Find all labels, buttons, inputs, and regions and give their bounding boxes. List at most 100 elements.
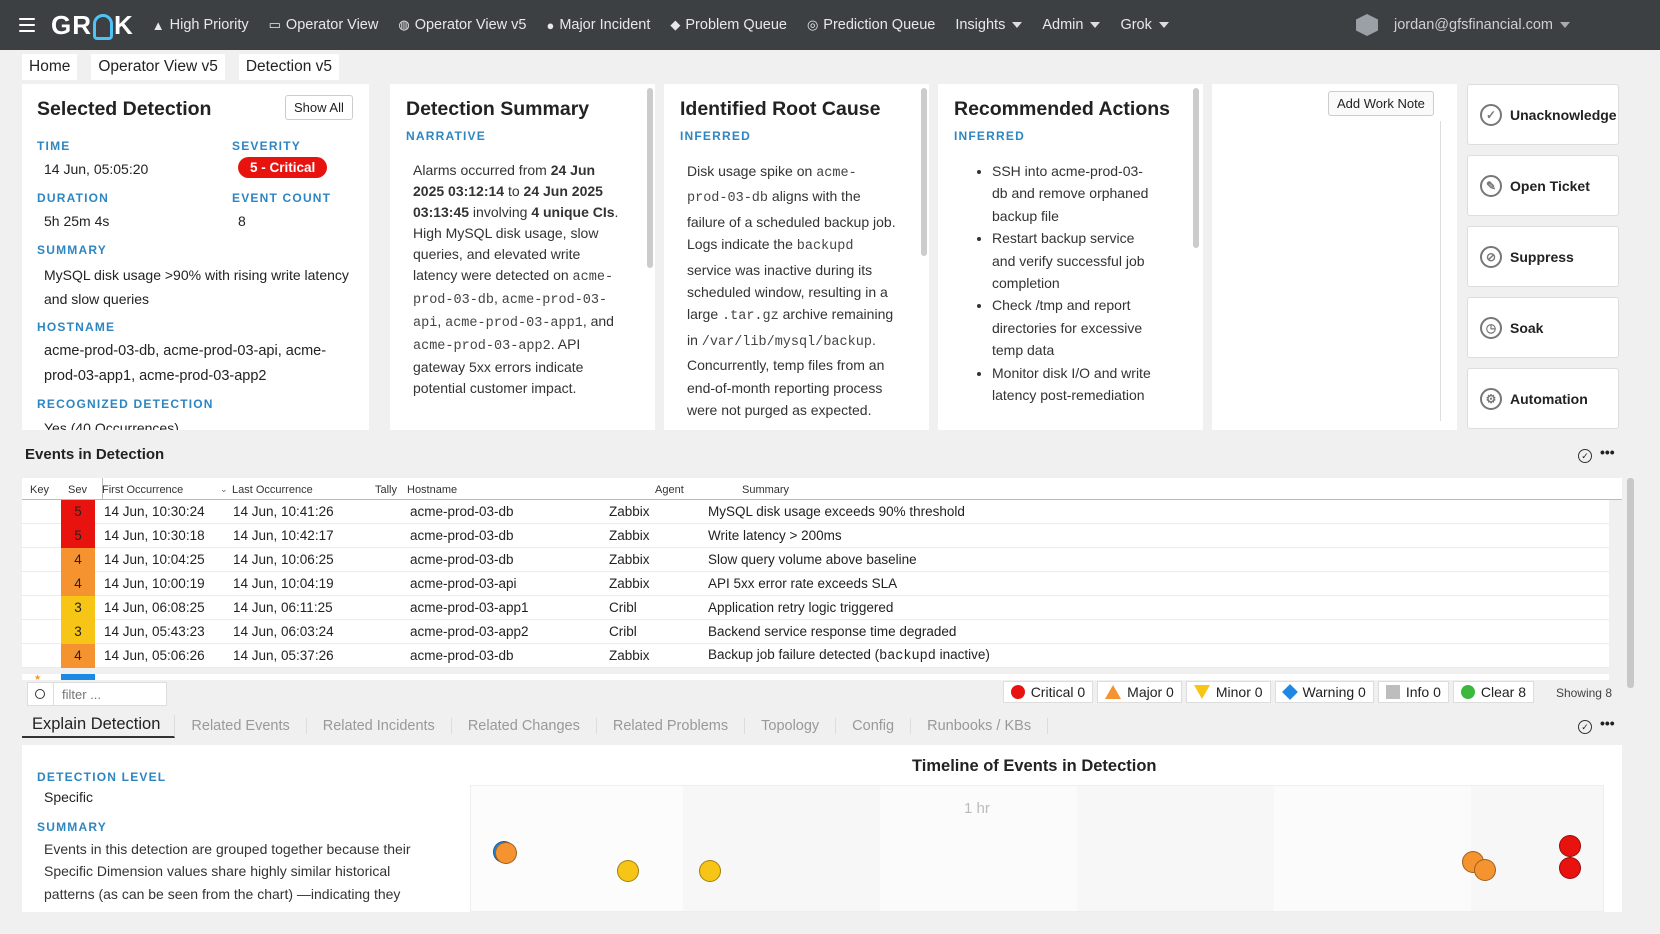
cell-last: 14 Jun, 06:03:24 bbox=[233, 624, 334, 639]
severity-value: 4 bbox=[74, 576, 82, 591]
col-tally[interactable]: Tally bbox=[375, 484, 398, 496]
open-ticket-button[interactable]: ✎ Open Ticket bbox=[1467, 155, 1619, 216]
detection-summary-title: Detection Summary bbox=[406, 98, 590, 120]
tab-related-problems[interactable]: Related Problems bbox=[597, 718, 746, 734]
hostname-value: acme-prod-03-db, acme-prod-03-api, acme-… bbox=[44, 343, 327, 384]
severity-value: 3 bbox=[74, 600, 82, 615]
nav-dropdown-grok[interactable]: Grok bbox=[1120, 17, 1169, 33]
unacknowledge-button[interactable]: ✓ Unacknowledge bbox=[1467, 84, 1619, 145]
filter-chip-major[interactable]: Major 0 bbox=[1097, 681, 1182, 703]
col-hostname[interactable]: Hostname bbox=[407, 484, 458, 496]
col-sev[interactable]: Sev bbox=[68, 484, 87, 496]
col-summary[interactable]: Summary bbox=[742, 484, 790, 496]
filter-chip-critical[interactable]: Critical 0 bbox=[1002, 681, 1094, 703]
cell-summary: MySQL disk usage exceeds 90% threshold bbox=[708, 504, 965, 519]
nav-item-high-priority[interactable]: ▲ High Priority bbox=[152, 17, 249, 33]
tab-topology[interactable]: Topology bbox=[745, 718, 837, 734]
scrollbar[interactable] bbox=[921, 88, 927, 256]
cell-summary: Write latency > 200ms bbox=[708, 528, 842, 543]
cell-agent: Zabbix bbox=[609, 504, 650, 519]
tab-related-incidents[interactable]: Related Incidents bbox=[307, 718, 452, 734]
nav-item-major-incident[interactable]: ● Major Incident bbox=[546, 17, 650, 33]
table-row[interactable]: 3 14 Jun, 05:43:23 14 Jun, 06:03:24 acme-pr… bbox=[22, 619, 1609, 644]
more-icon[interactable]: ••• bbox=[1600, 444, 1615, 460]
table-row[interactable]: 3 14 Jun, 06:08:25 14 Jun, 06:11:25 acme-pr… bbox=[22, 595, 1609, 620]
filter-chip-clear[interactable]: Clear 8 bbox=[1452, 681, 1534, 703]
top-navbar: GR K ▲ High Priority ▭ Operator View ◍ Operato… bbox=[0, 0, 1660, 50]
check-circle-icon[interactable]: ✓ bbox=[1578, 720, 1592, 734]
severity-cell: 3 bbox=[61, 619, 95, 644]
diamond-icon bbox=[1281, 684, 1298, 700]
table-row[interactable]: 5 14 Jun, 10:30:18 14 Jun, 10:42:17 acme-pr… bbox=[22, 523, 1609, 548]
action-button-label: Suppress bbox=[1510, 248, 1574, 265]
cell-first: 14 Jun, 10:04:25 bbox=[104, 552, 205, 567]
page-tab-home[interactable]: Home bbox=[22, 54, 78, 80]
table-row[interactable]: 4 14 Jun, 10:04:25 14 Jun, 10:06:25 acme-pr… bbox=[22, 547, 1609, 572]
col-first-occurrence[interactable]: First Occurrence bbox=[102, 484, 184, 496]
grok-logo[interactable]: GR K bbox=[51, 9, 134, 40]
severity-cell: 4 bbox=[61, 571, 95, 596]
timeline-title: Timeline of Events in Detection bbox=[912, 757, 1157, 775]
suppress-button[interactable]: ⊘ Suppress bbox=[1467, 226, 1619, 287]
col-agent[interactable]: Agent bbox=[655, 484, 684, 496]
nav-item-problem-queue[interactable]: ◆ Problem Queue bbox=[670, 17, 787, 33]
timeline-band-label: 1 hr bbox=[964, 800, 990, 817]
page-tab-detection-v5[interactable]: Detection v5 bbox=[238, 54, 339, 80]
recognized-label: RECOGNIZED DETECTION bbox=[37, 397, 214, 411]
timeline-event-dot[interactable] bbox=[495, 842, 517, 864]
scrollbar[interactable] bbox=[1193, 88, 1199, 248]
timeline-event-dot[interactable] bbox=[699, 860, 721, 882]
add-work-note-button[interactable]: Add Work Note bbox=[1328, 91, 1434, 116]
tab-explain-detection[interactable]: Explain Detection bbox=[22, 714, 176, 738]
chip-label: Clear 8 bbox=[1480, 684, 1526, 700]
filter-input[interactable] bbox=[53, 683, 158, 705]
col-last-occurrence[interactable]: Last Occurrence bbox=[232, 484, 313, 496]
table-row[interactable]: 4 14 Jun, 10:00:19 14 Jun, 10:04:19 acme-pr… bbox=[22, 571, 1609, 596]
nav-dropdown-admin[interactable]: Admin bbox=[1042, 17, 1101, 33]
check-circle-icon[interactable]: ✓ bbox=[1578, 449, 1592, 463]
table-row[interactable]: 5 14 Jun, 10:30:24 14 Jun, 10:41:26 acme-pr… bbox=[22, 499, 1609, 524]
show-all-button[interactable]: Show All bbox=[285, 95, 353, 120]
page-tab-operator-view-v5[interactable]: Operator View v5 bbox=[91, 54, 225, 80]
circle-icon bbox=[1010, 685, 1025, 699]
cell-last: 14 Jun, 10:41:26 bbox=[233, 504, 334, 519]
soak-button[interactable]: ◷ Soak bbox=[1467, 297, 1619, 358]
recommended-action-item: Check /tmp and report directories for ex… bbox=[992, 294, 1157, 361]
recommended-action-item: Restart backup service and verify succes… bbox=[992, 227, 1157, 294]
timeline-event-dot[interactable] bbox=[1559, 835, 1581, 857]
more-icon[interactable]: ••• bbox=[1600, 715, 1615, 731]
time-value: 14 Jun, 05:05:20 bbox=[44, 161, 149, 177]
table-row[interactable]: 4 14 Jun, 05:06:26 14 Jun, 05:37:26 acme-pr… bbox=[22, 643, 1609, 668]
timeline-event-dot[interactable] bbox=[1559, 857, 1581, 879]
filter-chip-warning[interactable]: Warning 0 bbox=[1274, 681, 1374, 703]
inferred-label: INFERRED bbox=[680, 129, 751, 143]
scrollbar[interactable] bbox=[1627, 478, 1634, 688]
chip-label: Info 0 bbox=[1405, 684, 1441, 700]
tab-related-events[interactable]: Related Events bbox=[175, 718, 307, 734]
nav-item-label: Major Incident bbox=[559, 17, 651, 33]
sort-down-icon: ⌄ bbox=[220, 484, 228, 494]
automation-button[interactable]: ⚙ Automation bbox=[1467, 368, 1619, 429]
user-menu[interactable]: jordan@gfsfinancial.com bbox=[1356, 14, 1570, 36]
severity-cell: 3 bbox=[61, 595, 95, 620]
tab-config[interactable]: Config bbox=[836, 718, 912, 734]
inferred-label: INFERRED bbox=[954, 129, 1025, 143]
filter-chip-minor[interactable]: Minor 0 bbox=[1185, 681, 1271, 703]
nav-item-operator-view[interactable]: ▭ Operator View bbox=[269, 17, 379, 33]
filter-chip-info[interactable]: Info 0 bbox=[1377, 681, 1449, 703]
menu-icon[interactable] bbox=[19, 18, 35, 32]
severity-cell: 4 bbox=[61, 643, 95, 668]
nav-dropdown-insights[interactable]: Insights bbox=[955, 17, 1023, 33]
action-button-label: Automation bbox=[1510, 390, 1588, 407]
timeline-event-dot[interactable] bbox=[617, 860, 639, 882]
cell-agent: Zabbix bbox=[609, 648, 650, 663]
timeline-event-dot[interactable] bbox=[1474, 859, 1496, 881]
nav-item-prediction-queue[interactable]: ◎ Prediction Queue bbox=[807, 17, 935, 33]
cell-agent: Cribl bbox=[609, 624, 637, 639]
nav-item-operator-view-v5[interactable]: ◍ Operator View v5 bbox=[398, 17, 526, 33]
scrollbar[interactable] bbox=[647, 88, 653, 268]
robot-arm-icon: ⚙ bbox=[1480, 387, 1502, 410]
tab-runbooks-kbs[interactable]: Runbooks / KBs bbox=[911, 718, 1049, 734]
eye-off-icon: ⊘ bbox=[1480, 245, 1502, 268]
tab-related-changes[interactable]: Related Changes bbox=[452, 718, 597, 734]
